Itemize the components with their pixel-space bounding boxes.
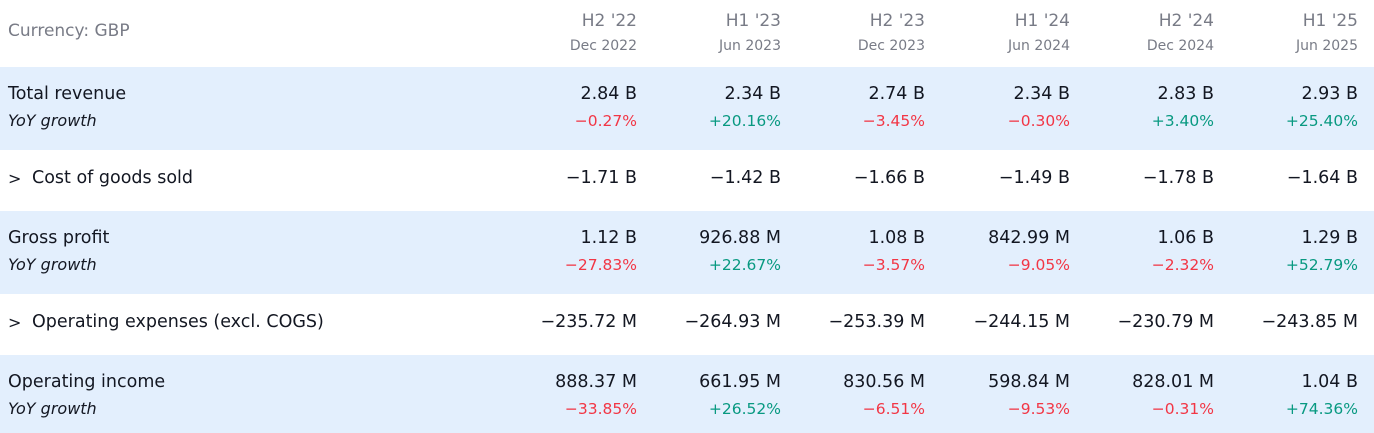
column-header-h2-22: H2 '22 Dec 2022 xyxy=(570,11,637,56)
growth-cell: −2.32% xyxy=(1151,256,1214,274)
growth-cell: −27.83% xyxy=(564,256,637,274)
value-cell: 1.12 B xyxy=(580,228,637,248)
value-cell: 1.29 B xyxy=(1301,228,1358,248)
value-cell: −1.78 B xyxy=(1142,168,1214,188)
row-label[interactable]: Operating expenses (excl. COGS) xyxy=(32,312,324,332)
growth-cell: −0.30% xyxy=(1007,112,1070,130)
value-cell: 926.88 M xyxy=(699,228,781,248)
value-cell: −1.49 B xyxy=(998,168,1070,188)
currency-label: Currency: GBP xyxy=(8,21,130,41)
value-cell: −1.66 B xyxy=(853,168,925,188)
column-date: Dec 2022 xyxy=(569,38,637,54)
column-date: Dec 2023 xyxy=(857,38,925,54)
table-row-gross-profit: Gross profit YoY growth 1.12 B 926.88 M … xyxy=(0,211,1374,294)
value-cell: −244.15 M xyxy=(973,312,1070,332)
growth-cell: −0.31% xyxy=(1151,400,1214,418)
column-period: H1 '24 xyxy=(1014,11,1070,31)
value-cell: 2.34 B xyxy=(724,84,781,104)
value-cell: 1.08 B xyxy=(868,228,925,248)
growth-cell: +74.36% xyxy=(1285,400,1358,418)
value-cell: 2.83 B xyxy=(1157,84,1214,104)
table-row-operating-expenses[interactable]: > Operating expenses (excl. COGS) −235.7… xyxy=(0,294,1374,355)
value-cell: 2.34 B xyxy=(1013,84,1070,104)
value-cell: −1.64 B xyxy=(1286,168,1358,188)
table-header: Currency: GBP H2 '22 Dec 2022 H1 '23 Jun… xyxy=(0,0,1374,67)
column-header-h1-23: H1 '23 Jun 2023 xyxy=(719,11,781,56)
column-date: Dec 2024 xyxy=(1146,38,1214,54)
row-sublabel: YoY growth xyxy=(8,399,97,418)
value-cell: 828.01 M xyxy=(1132,372,1214,392)
column-period: H1 '23 xyxy=(725,11,781,31)
growth-cell: −3.57% xyxy=(862,256,925,274)
column-date: Jun 2023 xyxy=(719,38,781,54)
value-cell: 661.95 M xyxy=(699,372,781,392)
growth-cell: −6.51% xyxy=(862,400,925,418)
growth-cell: −9.53% xyxy=(1007,400,1070,418)
growth-cell: −33.85% xyxy=(564,400,637,418)
column-period: H1 '25 xyxy=(1302,11,1358,31)
growth-cell: −9.05% xyxy=(1007,256,1070,274)
growth-cell: +3.40% xyxy=(1151,112,1214,130)
value-cell: −264.93 M xyxy=(684,312,781,332)
value-cell: −1.71 B xyxy=(565,168,637,188)
value-cell: −235.72 M xyxy=(540,312,637,332)
row-sublabel: YoY growth xyxy=(8,111,97,130)
value-cell: 2.84 B xyxy=(580,84,637,104)
row-label: Total revenue xyxy=(8,84,127,104)
column-period: H2 '22 xyxy=(581,11,637,31)
value-cell: 1.06 B xyxy=(1157,228,1214,248)
column-period: H2 '23 xyxy=(869,11,925,31)
table-row-total-revenue: Total revenue YoY growth 2.84 B 2.34 B 2… xyxy=(0,67,1374,150)
value-cell: 830.56 M xyxy=(843,372,925,392)
value-cell: 1.04 B xyxy=(1301,372,1358,392)
column-header-h2-24: H2 '24 Dec 2024 xyxy=(1147,11,1214,56)
growth-cell: −0.27% xyxy=(574,112,637,130)
row-label: Operating income xyxy=(8,372,166,392)
row-label: Gross profit xyxy=(8,228,110,248)
row-label[interactable]: Cost of goods sold xyxy=(32,168,194,188)
column-header-h2-23: H2 '23 Dec 2023 xyxy=(858,11,925,56)
growth-cell: +25.40% xyxy=(1285,112,1358,130)
growth-cell: +26.52% xyxy=(708,400,781,418)
value-cell: 598.84 M xyxy=(988,372,1070,392)
column-date: Jun 2024 xyxy=(1008,38,1070,54)
value-cell: −1.42 B xyxy=(709,168,781,188)
chevron-right-icon[interactable]: > xyxy=(8,313,22,332)
column-header-h1-24: H1 '24 Jun 2024 xyxy=(1008,11,1070,56)
value-cell: 2.74 B xyxy=(868,84,925,104)
table-row-operating-income: Operating income YoY growth 888.37 M 661… xyxy=(0,355,1374,433)
growth-cell: +52.79% xyxy=(1285,256,1358,274)
column-period: H2 '24 xyxy=(1158,11,1214,31)
growth-cell: +20.16% xyxy=(708,112,781,130)
growth-cell: +22.67% xyxy=(708,256,781,274)
table-row-cost-of-goods-sold[interactable]: > Cost of goods sold −1.71 B −1.42 B −1.… xyxy=(0,150,1374,211)
value-cell: −230.79 M xyxy=(1117,312,1214,332)
value-cell: −243.85 M xyxy=(1261,312,1358,332)
value-cell: 888.37 M xyxy=(555,372,637,392)
chevron-right-icon[interactable]: > xyxy=(8,169,22,188)
value-cell: 842.99 M xyxy=(988,228,1070,248)
value-cell: −253.39 M xyxy=(828,312,925,332)
column-date: Jun 2025 xyxy=(1296,38,1358,54)
row-sublabel: YoY growth xyxy=(8,255,97,274)
column-header-h1-25: H1 '25 Jun 2025 xyxy=(1296,11,1358,56)
growth-cell: −3.45% xyxy=(862,112,925,130)
value-cell: 2.93 B xyxy=(1301,84,1358,104)
